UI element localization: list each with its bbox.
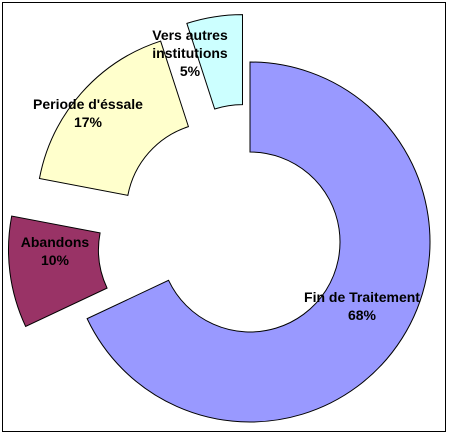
slice-name: Abandons	[20, 234, 90, 250]
slice-value: 5%	[179, 63, 201, 79]
donut-slice	[86, 61, 431, 423]
slice-label: Vers autres institutions 5%	[131, 26, 249, 80]
slice-name: Vers autres institutions	[152, 27, 228, 61]
slice-value: 68%	[347, 307, 377, 323]
slice-label: Fin de Traitement 68%	[277, 288, 447, 324]
donut-slice	[38, 40, 190, 196]
slice-name: Periode d'éssale	[33, 96, 143, 112]
slice-name: Fin de Traitement	[304, 289, 420, 305]
donut-slice	[8, 215, 108, 328]
slice-value: 10%	[40, 252, 70, 268]
donut-slice	[186, 14, 243, 110]
slice-label: Abandons 10%	[0, 233, 110, 269]
slice-value: 17%	[73, 114, 103, 130]
slice-label: Periode d'éssale 17%	[3, 95, 173, 131]
